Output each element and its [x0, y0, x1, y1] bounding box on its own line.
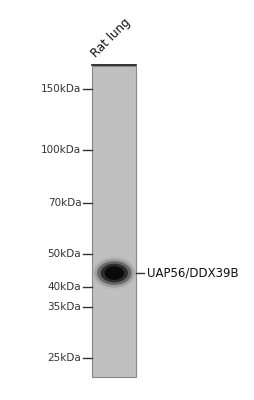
Text: Rat lung: Rat lung — [89, 16, 133, 60]
Ellipse shape — [92, 256, 136, 290]
Ellipse shape — [100, 264, 128, 282]
Text: 150kDa: 150kDa — [41, 84, 81, 94]
Ellipse shape — [94, 258, 134, 288]
Text: 50kDa: 50kDa — [47, 249, 81, 259]
Text: 100kDa: 100kDa — [41, 145, 81, 155]
Ellipse shape — [104, 266, 123, 280]
Text: 25kDa: 25kDa — [47, 353, 81, 363]
Ellipse shape — [97, 261, 131, 285]
Bar — [92, 66, 136, 377]
Text: 35kDa: 35kDa — [47, 302, 81, 312]
Text: 70kDa: 70kDa — [47, 198, 81, 208]
Text: UAP56/DDX39B: UAP56/DDX39B — [146, 266, 237, 280]
Text: 40kDa: 40kDa — [47, 282, 81, 292]
